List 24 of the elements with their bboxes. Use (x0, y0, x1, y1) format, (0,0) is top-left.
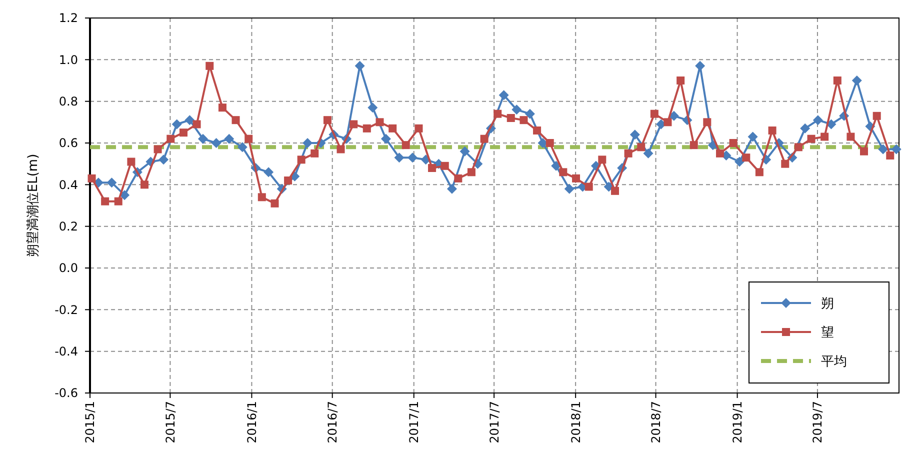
x-tick-label: 2017/1 (407, 401, 422, 444)
y-tick-label: 1.2 (58, 11, 78, 26)
x-tick-label: 2015/7 (163, 401, 178, 444)
legend-label: 平均 (821, 354, 847, 370)
y-tick-label: -0.4 (54, 344, 78, 359)
legend-label: 朔 (821, 296, 834, 312)
x-tick-label: 2017/7 (487, 401, 502, 444)
x-tick-label: 2019/1 (730, 401, 744, 444)
x-tick-label: 2018/1 (568, 401, 583, 444)
x-tick-label: 2016/7 (326, 401, 340, 444)
y-tick-label: 1.0 (58, 52, 78, 67)
x-tick-label: 2019/7 (810, 401, 825, 444)
y-tick-label: -0.6 (54, 386, 78, 400)
y-tick-label: 0.4 (58, 178, 78, 192)
y-tick-label: 0.6 (58, 136, 78, 150)
y-axis-title: 朔望満潮位EL(m) (26, 154, 41, 258)
y-tick-label: 0.8 (58, 94, 78, 109)
legend-label: 望 (821, 326, 834, 341)
y-tick-label: -0.2 (54, 302, 78, 317)
y-tick-label: 0.0 (58, 261, 78, 276)
x-tick-label: 2018/7 (648, 401, 663, 444)
x-tick-label: 2015/1 (83, 401, 98, 444)
y-tick-label: 0.2 (58, 220, 78, 234)
x-tick-label: 2016/1 (244, 401, 259, 444)
